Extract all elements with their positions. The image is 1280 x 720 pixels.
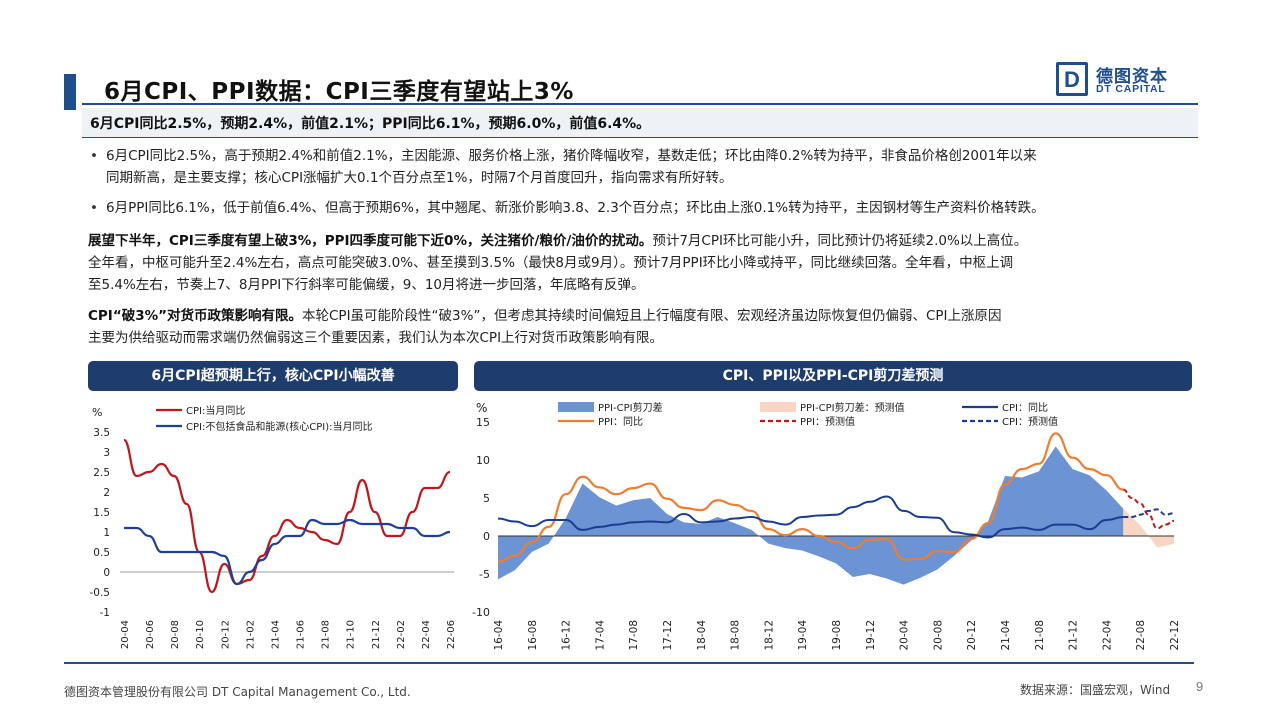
x-tick-label: 17-08 <box>628 620 640 651</box>
cpi-ppi-gap-chart: % -10 -5 0 5 10 15 16-04 16-08 16-12 17-04 17-08 17-… <box>472 401 1181 651</box>
logo-en-text: DT CAPITAL <box>1096 83 1166 95</box>
y-tick-label: 10 <box>476 454 490 467</box>
x-tick-label: 18-04 <box>696 620 708 651</box>
footer-source: 数据来源：国盛宏观，Wind <box>1020 683 1171 697</box>
bullet-cpi: 6月CPI同比2.5%，高于预期2.4%和前值2.1%，主因能源、服务价格上涨，… <box>90 145 1196 189</box>
x-tick-label: 17-04 <box>594 620 606 651</box>
y-tick-label: -5 <box>479 568 490 581</box>
right-chart-title: CPI、PPI以及PPI-CPI剪刀差预测 <box>474 361 1192 391</box>
x-tick-label: 21-06 <box>296 620 307 649</box>
x-tick-label: 19-04 <box>797 620 809 651</box>
x-tick-label: 16-04 <box>493 620 505 651</box>
legend-label: CPI:不包括食品和能源(核心CPI):当月同比 <box>186 420 372 433</box>
x-tick-label: 20-08 <box>932 620 944 651</box>
ppi-yoy-line <box>497 432 1124 563</box>
page-number: 9 <box>1196 679 1204 694</box>
legend-swatch <box>558 402 594 412</box>
x-tick-label: 17-12 <box>662 620 674 651</box>
footer-rule <box>64 662 1194 664</box>
x-tick-label: 22-08 <box>1135 620 1147 651</box>
y-tick-label: -0.5 <box>90 587 111 599</box>
x-tick-label: 22-02 <box>396 620 407 649</box>
y-tick-label: 3 <box>103 447 110 459</box>
x-tick-label: 22-04 <box>1101 620 1113 651</box>
outlook-bold: 展望下半年，CPI三季度有望上破3%，PPI四季度可能下近0%，关注猪价/粮价/… <box>88 233 653 249</box>
legend-label: PPI：同比 <box>598 416 643 428</box>
x-tick-label: 20-10 <box>195 620 206 649</box>
legend-label: CPI：同比 <box>1002 402 1048 414</box>
y-tick-label: -10 <box>472 606 490 619</box>
subtitle-box: 6月CPI同比2.5%，预期2.4%，前值2.1%；PPI同比6.1%，预期6.… <box>82 108 1198 138</box>
legend-label: PPI-CPI剪刀差：预测值 <box>800 401 905 414</box>
bullet-ppi: 6月PPI同比6.1%，低于前值6.4%、但高于预期6%，其中翘尾、新涨价影响3… <box>90 197 1196 219</box>
y-tick-label: 5 <box>483 492 490 505</box>
y-tick-label: 1 <box>103 527 110 539</box>
x-tick-label: 21-12 <box>1068 620 1080 651</box>
left-chart-title: 6月CPI超预期上行，核心CPI小幅改善 <box>88 361 458 391</box>
title-accent-bar <box>64 74 76 110</box>
x-tick-label: 21-08 <box>321 620 332 649</box>
cpi-yoy-line <box>497 495 1124 539</box>
cpi-core-chart: % -1 -0.5 0 0.5 1 1.5 2 2.5 3 3.5 20-04 20-06 20-08 20… <box>90 404 458 649</box>
x-tick-label: 18-08 <box>730 620 742 651</box>
x-tick-label: 22-12 <box>1169 620 1181 651</box>
y-axis-label: % <box>476 401 487 415</box>
y-tick-label: 0 <box>483 530 490 543</box>
x-tick-label: 21-04 <box>1000 620 1012 651</box>
y-tick-label: 0 <box>103 567 110 579</box>
x-tick-label: 21-04 <box>270 620 281 649</box>
policy-paragraph: CPI“破3%”对货币政策影响有限。本轮CPI虽可能阶段性“破3%”，但考虑其持… <box>88 308 1002 346</box>
x-tick-label: 19-08 <box>831 620 843 651</box>
x-tick-label: 16-12 <box>561 620 573 651</box>
cpi-yoy-line <box>123 438 451 594</box>
outlook-paragraph: 展望下半年，CPI三季度有望上破3%，PPI四季度可能下近0%，关注猪价/粮价/… <box>88 233 1028 293</box>
legend-label: PPI：预测值 <box>800 415 855 428</box>
footer-company: 德图资本管理股份有限公司 DT Capital Management Co., … <box>64 685 411 699</box>
x-tick-label: 21-12 <box>371 620 382 649</box>
core-cpi-line <box>124 518 451 586</box>
policy-bold: CPI“破3%”对货币政策影响有限。 <box>88 308 302 324</box>
x-tick-label: 20-04 <box>120 620 131 649</box>
y-tick-label: 3.5 <box>93 427 110 439</box>
x-tick-label: 20-08 <box>170 620 181 649</box>
y-axis-label: % <box>92 406 102 419</box>
legend-swatch <box>760 402 796 412</box>
gap-area <box>498 446 1124 585</box>
subtitle-text: 6月CPI同比2.5%，预期2.4%，前值2.1%；PPI同比6.1%，预期6.… <box>90 116 651 132</box>
page-title: 6月CPI、PPI数据：CPI三季度有望站上3% <box>104 79 574 105</box>
x-tick-label: 19-12 <box>865 620 877 651</box>
legend-label: PPI-CPI剪刀差 <box>598 401 663 414</box>
x-tick-label: 18-12 <box>763 620 775 651</box>
x-tick-label: 20-12 <box>220 620 231 649</box>
x-tick-label: 21-02 <box>245 620 256 649</box>
legend-label: CPI：预测值 <box>1002 415 1058 428</box>
y-tick-label: 1.5 <box>93 507 110 519</box>
company-logo: D 德图资本 DT CAPITAL <box>1056 62 1180 98</box>
x-tick-label: 20-12 <box>966 620 978 651</box>
y-tick-label: 2 <box>103 487 110 499</box>
x-tick-label: 21-10 <box>346 620 357 649</box>
x-tick-label: 22-04 <box>421 620 432 649</box>
x-tick-label: 21-08 <box>1034 620 1046 651</box>
x-tick-label: 22-06 <box>446 620 457 649</box>
cpi-forecast-line <box>1123 508 1175 518</box>
logo-cn-text: 德图资本 <box>1096 67 1168 87</box>
x-tick-label: 20-06 <box>145 620 156 649</box>
y-tick-label: 0.5 <box>93 547 110 559</box>
gap-forecast-area <box>1123 508 1174 548</box>
x-tick-label: 20-04 <box>899 620 911 651</box>
y-tick-label: -1 <box>100 607 110 619</box>
ppi-forecast-line <box>1123 488 1175 530</box>
y-tick-label: 2.5 <box>93 467 110 479</box>
y-tick-label: 15 <box>476 416 490 429</box>
title-rule <box>82 103 1198 105</box>
logo-d-icon: D <box>1056 62 1088 96</box>
x-tick-label: 16-08 <box>527 620 539 651</box>
legend-label: CPI:当月同比 <box>186 404 245 417</box>
